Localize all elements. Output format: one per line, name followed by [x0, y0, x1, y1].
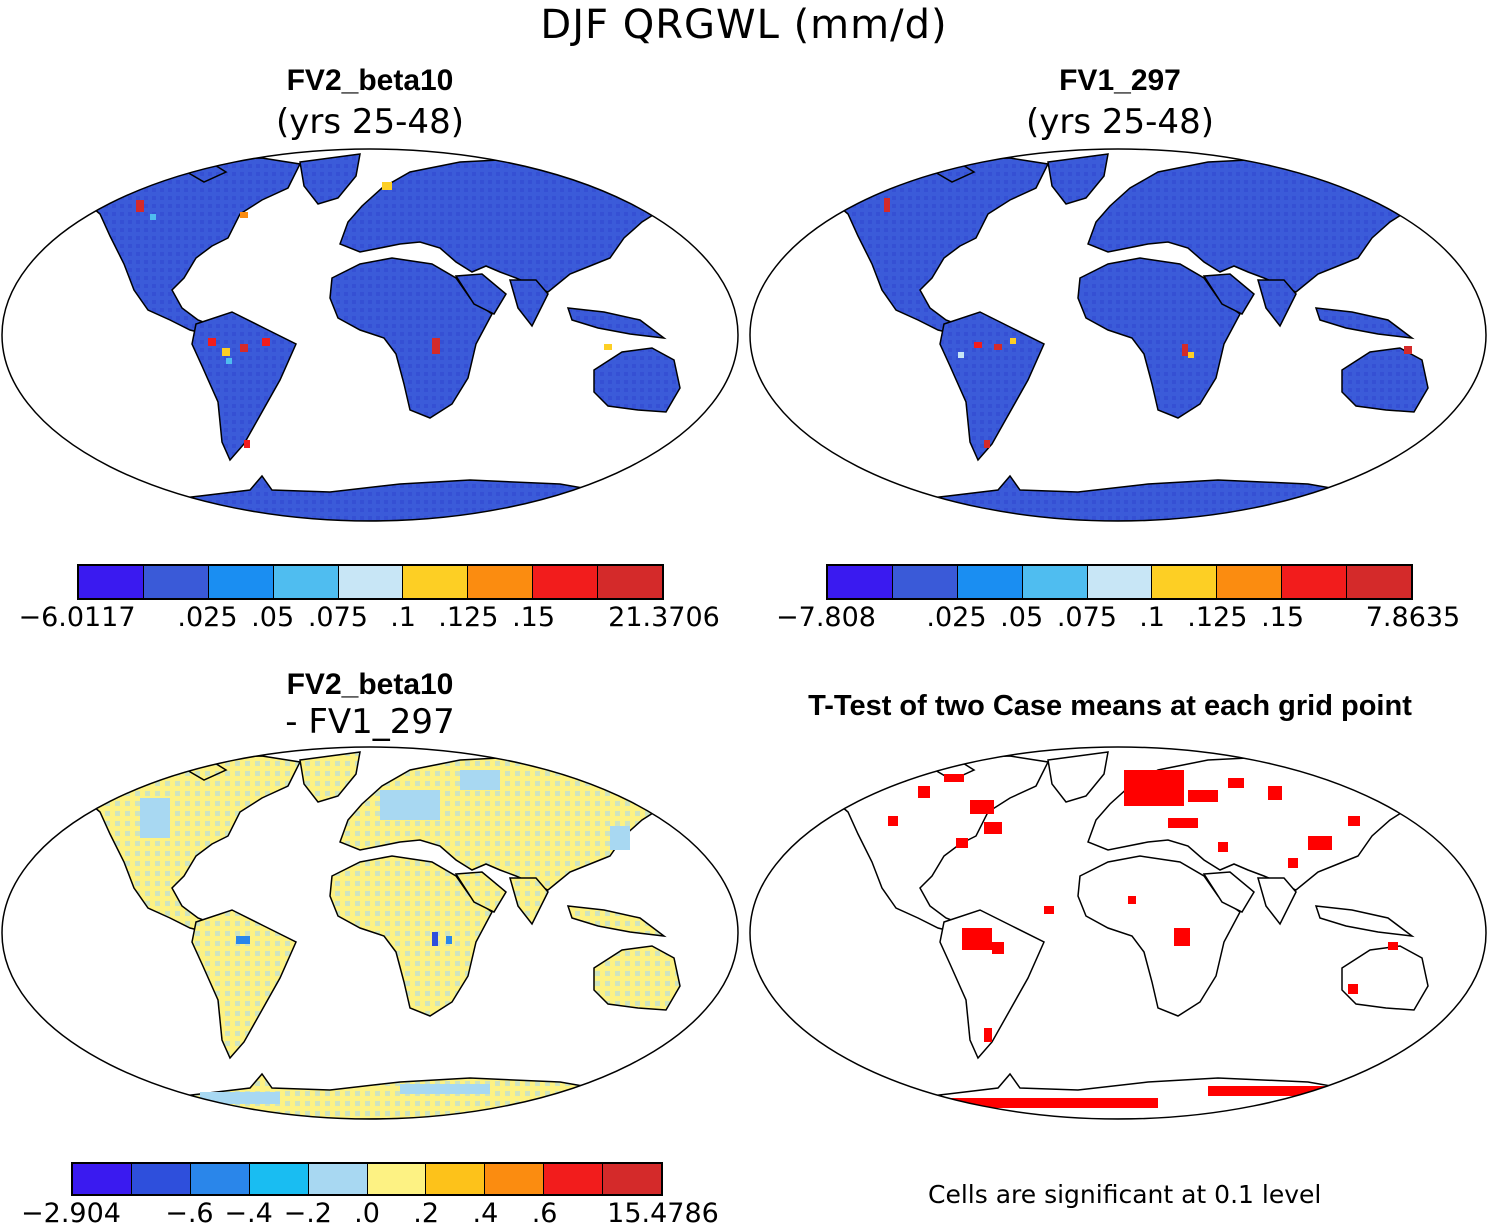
- cb2-tick-label: .025: [926, 602, 987, 633]
- colorbar-1: [77, 564, 664, 600]
- cb3-tick-label: .2: [413, 1198, 440, 1229]
- cb3-swatch-7: [485, 1164, 545, 1194]
- panel3-subtitle: - FV1_297: [285, 702, 455, 742]
- panel4-title: T-Test of two Case means at each grid po…: [808, 690, 1412, 722]
- panel3-map: [0, 746, 740, 1120]
- cb3-tick-label: −2.904: [21, 1198, 121, 1229]
- cb2-swatch-3: [1022, 566, 1088, 598]
- panel2-highlight-cells: [884, 198, 1412, 448]
- panel1-subtitle: (yrs 25-48): [276, 102, 464, 142]
- cb3-tick-label: .6: [531, 1198, 558, 1229]
- cb1-tick-label: .15: [512, 602, 556, 633]
- cb1-swatch-0: [79, 566, 144, 598]
- cb3-tick-label: .0: [354, 1198, 380, 1229]
- cb2-tick-label: .075: [1056, 602, 1117, 633]
- cb3-swatch-5: [367, 1164, 427, 1194]
- panel3-title: FV2_beta10: [286, 668, 454, 701]
- cb2-swatch-2: [957, 566, 1023, 598]
- cb2-swatch-1: [892, 566, 958, 598]
- cb1-tick-label: .05: [251, 602, 295, 633]
- cb1-tick-label: .075: [307, 602, 368, 633]
- significance-note: Cells are significant at 0.1 level: [928, 1180, 1322, 1209]
- cb1-tick-label: .1: [390, 602, 416, 633]
- cb1-tick-label: 21.3706: [608, 602, 720, 633]
- cb2-swatch-8: [1347, 566, 1412, 598]
- cb3-tick-label: 15.4786: [607, 1198, 719, 1229]
- cb1-swatch-8: [598, 566, 663, 598]
- cb3-swatch-0: [73, 1164, 132, 1194]
- colorbar-3: [71, 1162, 663, 1196]
- cb1-tick-label: .125: [438, 602, 499, 633]
- cb2-tick-label: .15: [1261, 602, 1305, 633]
- cb2-tick-label: 7.8635: [1365, 602, 1461, 633]
- cb1-swatch-2: [208, 566, 274, 598]
- cb3-swatch-9: [603, 1164, 662, 1194]
- cb3-tick-label: −.6: [165, 1198, 214, 1229]
- cb1-swatch-4: [338, 566, 404, 598]
- cb1-swatch-3: [273, 566, 339, 598]
- panel1-map: [0, 148, 740, 522]
- panel2-map: [748, 148, 1488, 522]
- cb2-swatch-4: [1087, 566, 1153, 598]
- cb1-tick-label: −6.0117: [18, 602, 136, 633]
- cb2-swatch-0: [828, 566, 893, 598]
- cb2-tick-label: .125: [1187, 602, 1248, 633]
- cb3-swatch-3: [249, 1164, 309, 1194]
- cb2-tick-label: .1: [1139, 602, 1165, 633]
- colorbar-2: [826, 564, 1413, 600]
- cb3-tick-label: .4: [472, 1198, 499, 1229]
- cb1-swatch-6: [468, 566, 534, 598]
- cb1-swatch-5: [403, 566, 469, 598]
- cb3-tick-label: −.4: [224, 1198, 273, 1229]
- figure-title: DJF QRGWL (mm/d): [540, 2, 948, 48]
- panel1-title: FV2_beta10: [286, 64, 454, 97]
- panel2-subtitle: (yrs 25-48): [1026, 102, 1214, 142]
- cb3-tick-label: −.2: [283, 1198, 332, 1229]
- cb3-swatch-2: [190, 1164, 250, 1194]
- cb3-swatch-8: [544, 1164, 604, 1194]
- cb1-swatch-1: [143, 566, 209, 598]
- cb2-tick-label: .05: [1000, 602, 1044, 633]
- panel3-highlight-cells: [140, 770, 630, 1104]
- cb2-swatch-7: [1282, 566, 1348, 598]
- cb3-swatch-6: [426, 1164, 486, 1194]
- panel4-significant-cells: [888, 770, 1398, 1108]
- cb2-tick-label: −7.808: [776, 602, 876, 633]
- cb1-tick-label: .025: [177, 602, 238, 633]
- cb2-swatch-5: [1152, 566, 1218, 598]
- cb2-swatch-6: [1217, 566, 1283, 598]
- cb1-swatch-7: [533, 566, 599, 598]
- cb3-swatch-4: [308, 1164, 368, 1194]
- panel2-title: FV1_297: [1059, 64, 1181, 97]
- cb3-swatch-1: [131, 1164, 191, 1194]
- panel4-map: [748, 746, 1488, 1120]
